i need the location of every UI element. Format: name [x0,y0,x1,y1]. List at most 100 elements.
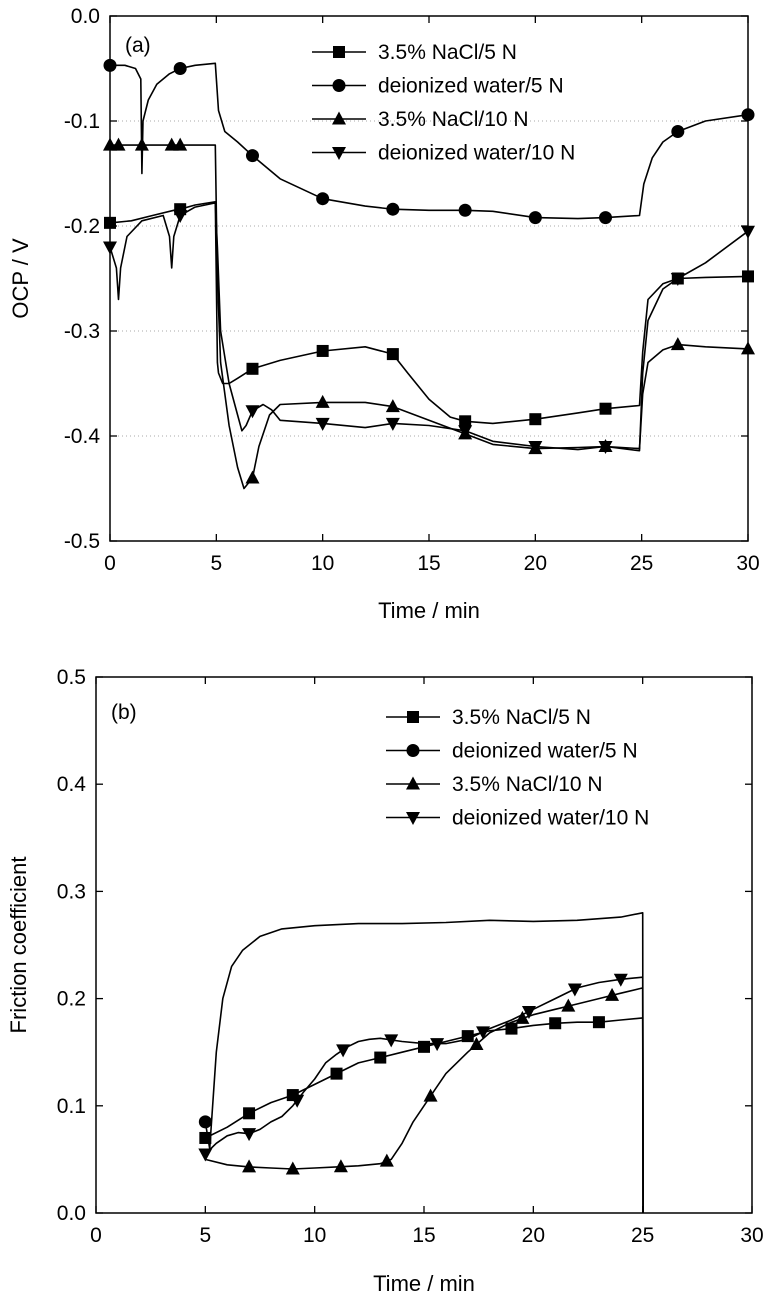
x-tick-label: 0 [104,552,116,575]
x-tick-label: 30 [740,1224,763,1247]
data-marker [173,62,187,75]
data-marker [374,1051,387,1064]
data-marker [285,1161,300,1175]
x-axis-label: Time / min [373,1271,475,1296]
legend-marker [406,776,420,790]
legend-label: deionized water/10 N [452,807,649,830]
data-marker [333,1159,348,1173]
y-tick-label: -0.4 [64,425,101,448]
data-marker [458,203,472,217]
data-marker [528,441,543,454]
data-marker [515,1010,530,1024]
y-tick-label: 0.3 [57,880,86,903]
x-tick-label: 15 [412,1224,435,1247]
y-tick-label: 0.1 [57,1095,86,1118]
data-marker [385,399,400,413]
data-marker [336,1044,351,1058]
x-tick-label: 25 [630,552,653,575]
data-marker [198,1115,212,1129]
series-line [109,202,749,452]
data-marker [379,1153,394,1167]
series-2 [205,987,644,1214]
series-line [110,144,749,490]
data-marker [245,470,260,484]
data-marker [671,125,685,138]
data-marker [741,108,755,122]
y-tick-label: 0.2 [57,988,86,1011]
legend-label: deionized water/5 N [452,740,638,763]
data-marker [561,998,576,1012]
data-marker [549,1017,562,1030]
panel-label: (a) [125,34,151,57]
legend-marker [333,46,345,58]
series-2 [103,137,755,490]
series-3 [103,202,755,454]
data-marker [605,987,620,1001]
x-tick-label: 20 [524,552,547,575]
x-tick-label: 20 [522,1224,545,1247]
legend-label: 3.5% NaCl/5 N [452,706,591,729]
series-line [204,911,644,1214]
data-marker [529,413,542,426]
legend-label: deionized water/5 N [378,75,564,98]
y-axis-label: Friction coefficient [6,857,31,1034]
x-tick-label: 15 [417,552,440,575]
legend-marker [332,111,346,125]
series-1 [198,911,644,1214]
series-line [204,976,644,1214]
y-tick-label: -0.5 [64,530,100,553]
data-marker [469,1036,484,1050]
data-marker [567,983,582,997]
data-marker [245,149,259,163]
legend-label: 3.5% NaCl/5 N [378,41,517,64]
panel-b-friction-chart: 0 5 10 15 20 25 30 0.0 0.1 0.2 0.3 0.4 0.5 Time / min… [6,666,764,1296]
data-marker [242,1128,257,1142]
y-tick-label: 0.0 [57,1202,86,1225]
data-marker [198,1148,213,1162]
x-tick-label: 10 [311,552,334,575]
data-marker [386,202,400,216]
data-marker [385,417,400,431]
legend-marker [332,147,346,160]
y-tick-label: -0.3 [64,320,100,343]
data-marker [245,405,260,419]
data-marker [592,1016,605,1029]
y-tick-label: -0.2 [64,215,100,238]
data-marker [521,1005,536,1019]
data-marker [242,1159,257,1173]
series-1 [103,58,755,225]
data-marker [315,394,330,408]
data-marker [104,216,116,229]
y-tick-label: 0.0 [71,5,100,28]
y-tick-label: -0.1 [64,110,100,133]
data-marker [316,344,329,357]
y-axis-label: OCP / V [8,238,33,319]
series-line [110,62,749,220]
data-marker [430,1038,445,1052]
y-tick-label: 0.4 [57,773,87,796]
data-marker [386,348,399,361]
data-marker [316,192,330,206]
x-tick-label: 25 [631,1224,654,1247]
data-marker [103,58,117,72]
legend-label: deionized water/10 N [378,142,575,165]
legend-label: 3.5% NaCl/10 N [378,108,529,131]
legend-marker [406,812,420,825]
x-tick-label: 30 [736,552,759,575]
data-marker [742,270,754,283]
x-axis-label: Time / min [378,598,480,623]
data-marker [173,210,188,223]
legend-marker [406,744,420,757]
series-3 [198,973,644,1214]
data-marker [134,137,149,151]
data-marker [315,417,330,431]
data-marker [599,211,613,225]
data-marker [613,973,628,987]
data-marker [598,441,613,454]
data-marker [103,241,117,255]
legend-marker [332,79,346,92]
series-0 [104,201,754,428]
data-marker [459,415,472,428]
data-marker [528,211,542,225]
